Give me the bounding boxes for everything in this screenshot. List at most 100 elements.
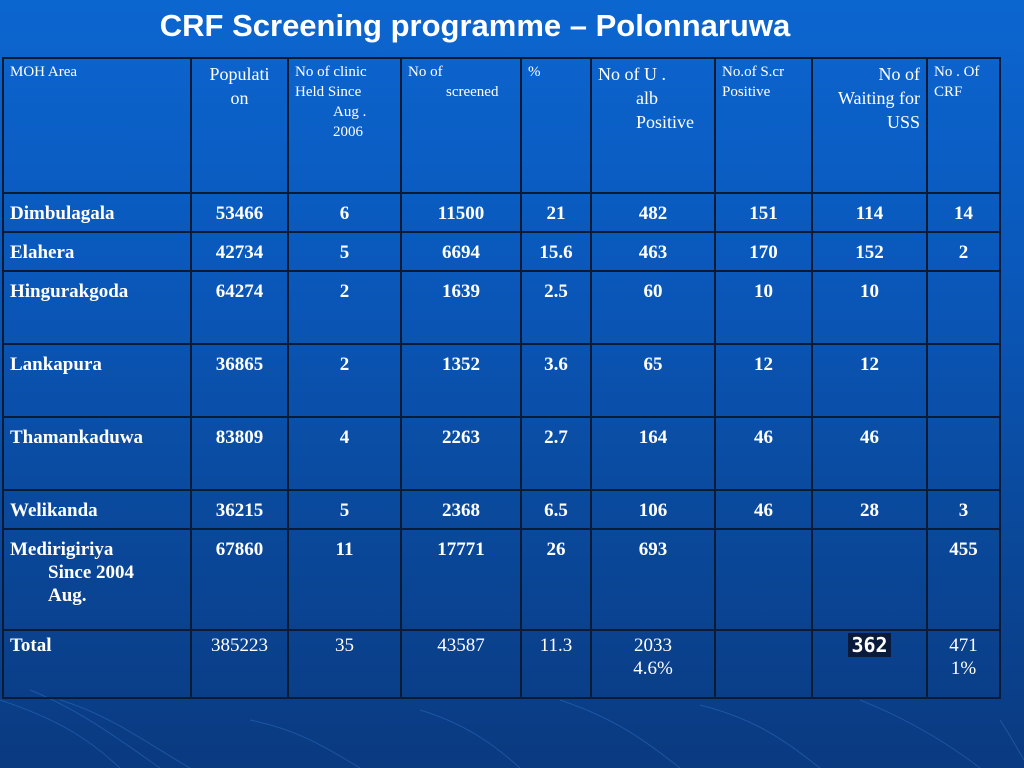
header-ualb-line3: Positive	[636, 112, 695, 132]
cell-screened: 2263	[400, 416, 522, 491]
cell-area: Thamankaduwa	[2, 416, 192, 491]
cell-area: Hingurakgoda	[2, 270, 192, 345]
cell-clinics: 4	[287, 416, 402, 491]
cell-ualb: 60	[590, 270, 716, 345]
cell-percent: 21	[520, 192, 592, 233]
table-row: Welikanda 36215 5 2368 6.5 106 46 28 3	[2, 489, 1001, 530]
cell-ualb: 482	[590, 192, 716, 233]
header-percent: %	[520, 57, 592, 194]
cell-crf	[926, 416, 1001, 491]
table-row: Thamankaduwa 83809 4 2263 2.7 164 46 46	[2, 416, 1001, 491]
cell-clinics: 6	[287, 192, 402, 233]
total-ualb-value: 2033	[634, 635, 672, 656]
table-row: Lankapura 36865 2 1352 3.6 65 12 12	[2, 343, 1001, 418]
cell-clinics: 2	[287, 343, 402, 418]
total-screened: 43587	[400, 629, 522, 699]
header-screened-line1: No of	[408, 64, 443, 80]
table-row: Elahera 42734 5 6694 15.6 463 170 152 2	[2, 231, 1001, 272]
cell-crf: 2	[926, 231, 1001, 272]
cell-waiting: 28	[811, 489, 928, 530]
cell-scr: 151	[714, 192, 813, 233]
total-crf-value: 471	[949, 635, 978, 656]
cell-area-note-1: Since 2004	[48, 562, 135, 583]
total-population: 385223	[190, 629, 289, 699]
total-ualb-percent: 4.6%	[633, 658, 673, 679]
header-clinics-line4: 2006	[333, 124, 363, 140]
cell-waiting: 12	[811, 343, 928, 418]
header-waiting-line1: No of	[878, 64, 921, 84]
cell-area: Elahera	[2, 231, 192, 272]
cell-waiting: 10	[811, 270, 928, 345]
table-row: Hingurakgoda 64274 2 1639 2.5 60 10 10	[2, 270, 1001, 345]
total-scr	[714, 629, 813, 699]
cell-screened: 17771	[400, 528, 522, 631]
cell-percent: 6.5	[520, 489, 592, 530]
total-percent: 11.3	[520, 629, 592, 699]
header-scr: No.of S.cr Positive	[714, 57, 813, 194]
cell-waiting: 46	[811, 416, 928, 491]
header-crf: No . Of CRF	[926, 57, 1001, 194]
cell-clinics: 5	[287, 489, 402, 530]
cell-area: Lankapura	[2, 343, 192, 418]
header-ualb: No of U . alb Positive	[590, 57, 716, 194]
total-ualb: 2033 4.6%	[590, 629, 716, 699]
header-population: Populati on	[190, 57, 289, 194]
cell-percent: 3.6	[520, 343, 592, 418]
cell-scr	[714, 528, 813, 631]
cell-waiting: 152	[811, 231, 928, 272]
total-crf: 471 1%	[926, 629, 1001, 699]
header-clinics-line1: No of clinic	[295, 64, 367, 80]
cell-crf: 455	[926, 528, 1001, 631]
header-crf-line1: No . Of	[934, 64, 980, 80]
total-crf-percent: 1%	[950, 658, 977, 679]
header-scr-line2: Positive	[722, 84, 771, 100]
cell-crf: 14	[926, 192, 1001, 233]
header-ualb-line2: alb	[636, 88, 658, 108]
cell-population: 83809	[190, 416, 289, 491]
cell-screened: 1639	[400, 270, 522, 345]
cell-clinics: 5	[287, 231, 402, 272]
cell-area-name: Medirigiriya	[10, 539, 114, 560]
header-screened-line2: screened	[446, 84, 499, 100]
header-waiting-line2: Waiting for	[837, 88, 920, 108]
header-scr-line1: No.of S.cr	[722, 64, 785, 80]
cell-percent: 26	[520, 528, 592, 631]
header-clinics-line3: Aug .	[333, 104, 367, 120]
cell-ualb: 693	[590, 528, 716, 631]
total-label: Total	[2, 629, 192, 699]
header-population-line1: Populati	[209, 64, 270, 84]
cell-area-note-2: Aug.	[48, 585, 87, 606]
header-clinics-line2: Held Since	[295, 84, 362, 100]
cell-crf	[926, 343, 1001, 418]
cell-area: Dimbulagala	[2, 192, 192, 233]
cell-clinics: 2	[287, 270, 402, 345]
cell-percent: 15.6	[520, 231, 592, 272]
screening-table: MOH Area Populati on No of clinic Held S…	[2, 57, 1001, 699]
cell-screened: 1352	[400, 343, 522, 418]
cell-ualb: 164	[590, 416, 716, 491]
cell-ualb: 463	[590, 231, 716, 272]
cell-crf	[926, 270, 1001, 345]
cell-clinics: 11	[287, 528, 402, 631]
cell-population: 36215	[190, 489, 289, 530]
total-row: Total 385223 35 43587 11.3 2033 4.6% 362…	[2, 629, 1001, 699]
cell-area: Welikanda	[2, 489, 192, 530]
total-clinics: 35	[287, 629, 402, 699]
cell-waiting: 114	[811, 192, 928, 233]
cell-population: 53466	[190, 192, 289, 233]
header-ualb-line1: No of U .	[598, 64, 666, 84]
cell-screened: 11500	[400, 192, 522, 233]
header-population-line2: on	[230, 88, 249, 108]
header-clinics: No of clinic Held Since Aug . 2006	[287, 57, 402, 194]
cell-scr: 170	[714, 231, 813, 272]
header-moh-area: MOH Area	[2, 57, 192, 194]
header-row: MOH Area Populati on No of clinic Held S…	[2, 57, 1001, 194]
total-waiting: 362	[811, 629, 928, 699]
cell-waiting	[811, 528, 928, 631]
table-row: Dimbulagala 53466 6 11500 21 482 151 114…	[2, 192, 1001, 233]
cell-scr: 46	[714, 416, 813, 491]
cell-percent: 2.7	[520, 416, 592, 491]
cell-scr: 12	[714, 343, 813, 418]
cell-percent: 2.5	[520, 270, 592, 345]
cell-population: 36865	[190, 343, 289, 418]
